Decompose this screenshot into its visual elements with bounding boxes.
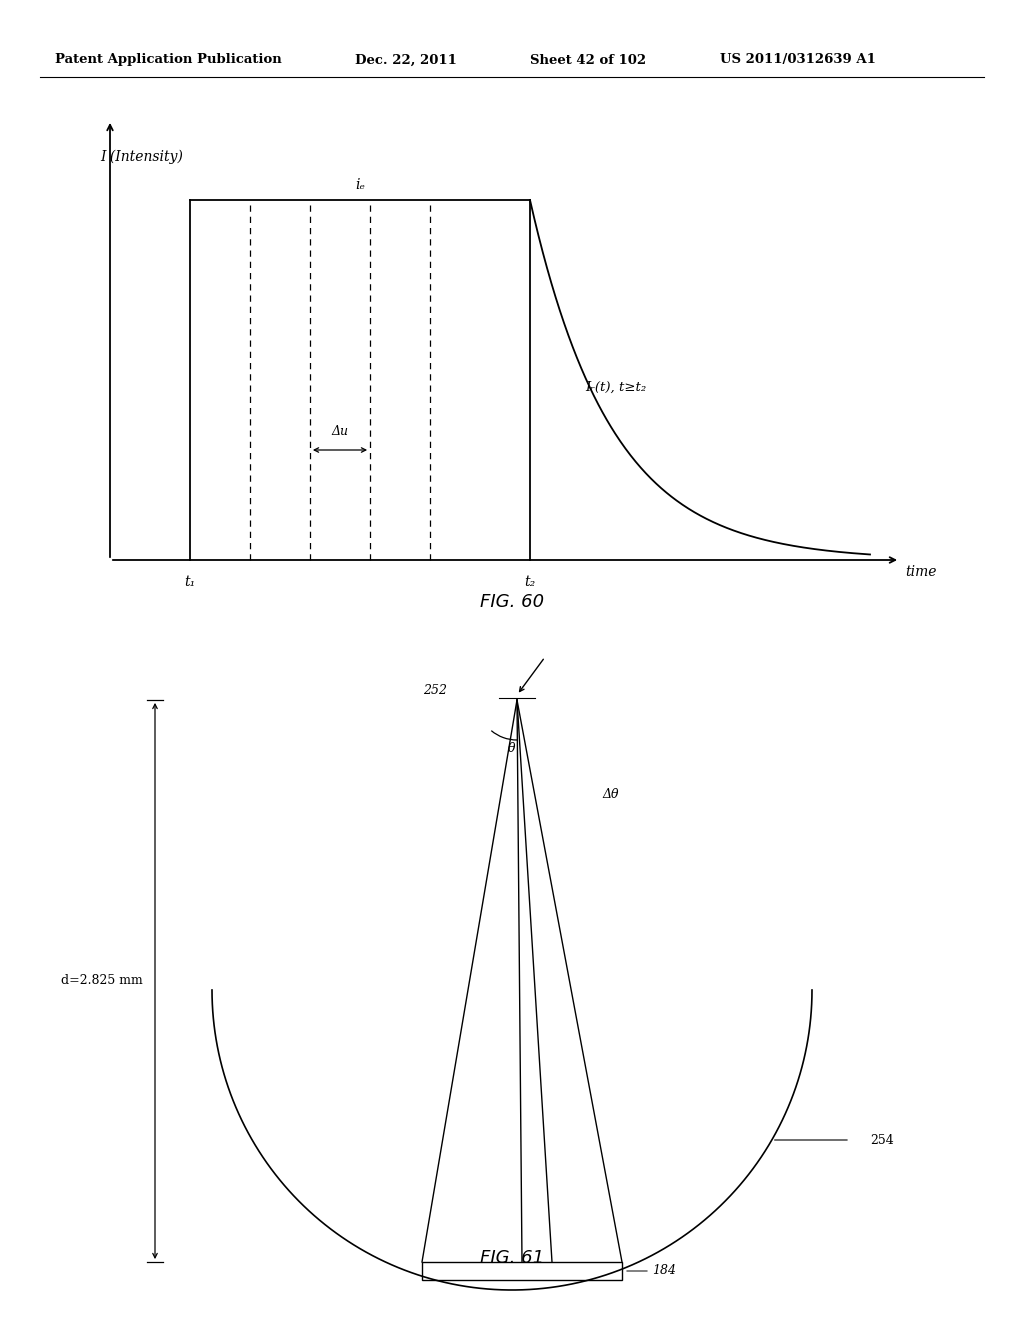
Text: iₑ: iₑ [355,178,365,191]
Text: Δu: Δu [332,425,348,438]
Text: Iᵣ(t), t≥t₂: Iᵣ(t), t≥t₂ [585,380,646,393]
Text: Patent Application Publication: Patent Application Publication [55,54,282,66]
Bar [422,1262,622,1280]
Text: Sheet 42 of 102: Sheet 42 of 102 [530,54,646,66]
Text: I (Intensity): I (Intensity) [100,150,183,165]
Text: 252: 252 [423,684,447,697]
Text: Dec. 22, 2011: Dec. 22, 2011 [355,54,457,66]
Text: 184: 184 [652,1265,676,1278]
Text: Δθ: Δθ [602,788,618,801]
Text: time: time [905,565,937,579]
Text: t₁: t₁ [184,576,196,589]
Text: 254: 254 [870,1134,894,1147]
Text: FIG. 60: FIG. 60 [480,593,544,611]
Text: t₂: t₂ [524,576,536,589]
Text: θ: θ [508,742,516,755]
Text: US 2011/0312639 A1: US 2011/0312639 A1 [720,54,876,66]
Text: d=2.825 mm: d=2.825 mm [61,974,143,987]
Text: FIG. 61: FIG. 61 [480,1249,544,1267]
